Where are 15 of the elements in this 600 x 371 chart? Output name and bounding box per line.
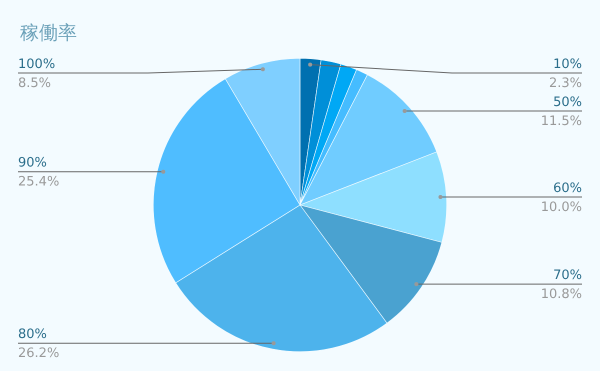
slice-label: 60% <box>553 180 582 196</box>
slice-label: 50% <box>553 94 582 110</box>
data-label: 26.2% <box>18 346 60 362</box>
slice-label: 10% <box>553 56 582 72</box>
slice-label: 70% <box>553 268 582 283</box>
data-label: 10.8% <box>540 286 582 302</box>
slice-label: 80% <box>18 327 47 342</box>
slice-label: 90% <box>18 156 47 171</box>
slice-label: 100% <box>18 56 56 72</box>
data-label: 11.5% <box>540 114 582 129</box>
data-label: 8.5% <box>18 76 52 91</box>
data-label: 2.3% <box>548 76 582 91</box>
data-label: 25.4% <box>18 174 60 190</box>
chart-title: 稼働率 <box>20 21 77 46</box>
data-label: 10.0% <box>540 200 582 215</box>
